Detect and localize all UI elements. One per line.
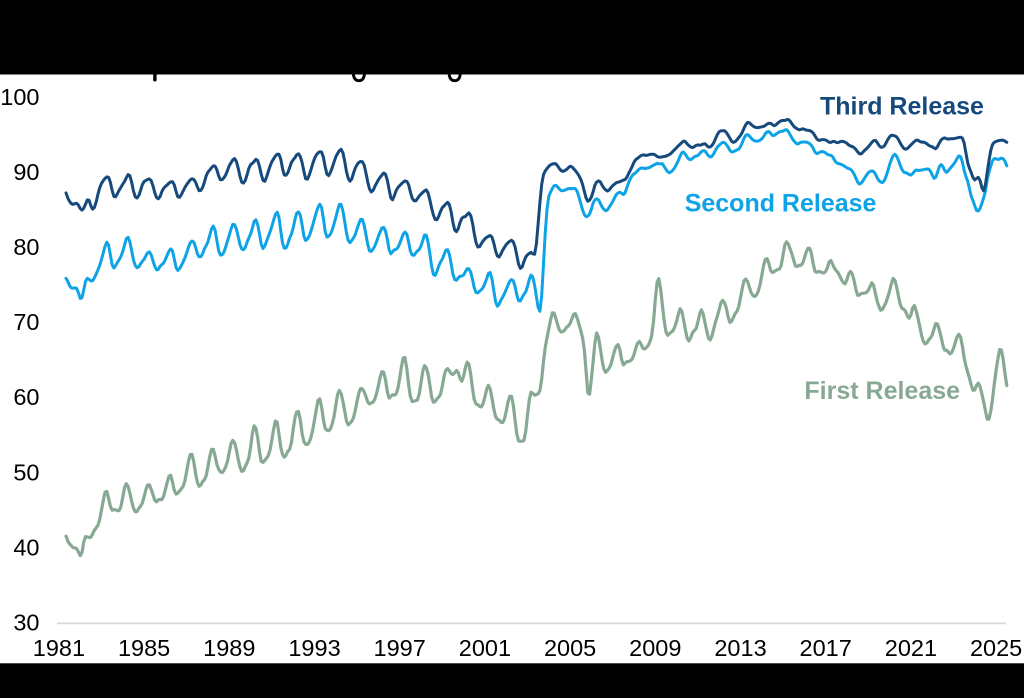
svg-text:2001: 2001 — [459, 635, 511, 661]
svg-text:40: 40 — [13, 534, 39, 560]
svg-text:80: 80 — [13, 234, 39, 260]
svg-text:2017: 2017 — [800, 635, 852, 661]
svg-text:90: 90 — [13, 159, 39, 185]
svg-text:2013: 2013 — [714, 635, 766, 661]
svg-text:Second Release: Second Release — [685, 190, 877, 218]
svg-text:First Release: First Release — [804, 377, 960, 405]
svg-text:2005: 2005 — [544, 635, 596, 661]
svg-text:1997: 1997 — [374, 635, 426, 661]
svg-text:1981: 1981 — [33, 635, 85, 661]
svg-text:1985: 1985 — [118, 635, 170, 661]
svg-text:30: 30 — [13, 610, 39, 636]
svg-text:Third Release: Third Release — [820, 93, 984, 121]
svg-text:100: 100 — [0, 84, 39, 110]
svg-text:50: 50 — [13, 459, 39, 485]
svg-text:2021: 2021 — [885, 635, 937, 661]
svg-text:1993: 1993 — [288, 635, 340, 661]
svg-text:60: 60 — [13, 384, 39, 410]
svg-text:2009: 2009 — [629, 635, 681, 661]
svg-text:1989: 1989 — [203, 635, 255, 661]
svg-text:70: 70 — [13, 309, 39, 335]
svg-text:2025: 2025 — [970, 635, 1022, 661]
